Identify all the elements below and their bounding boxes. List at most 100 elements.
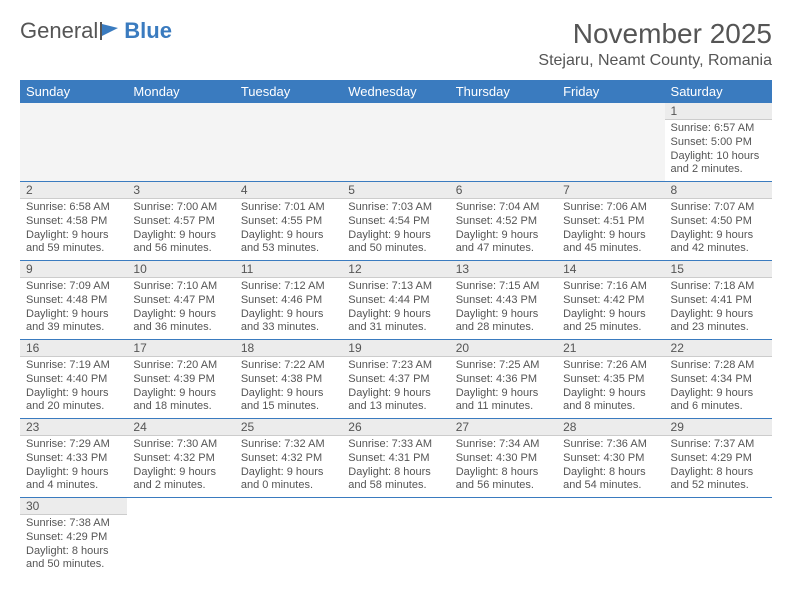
calendar-cell: 13Sunrise: 7:15 AMSunset: 4:43 PMDayligh… <box>450 261 557 340</box>
daylight-text: Daylight: 9 hours and 33 minutes. <box>241 308 336 336</box>
day-number: 23 <box>20 419 127 436</box>
calendar-cell <box>127 103 234 182</box>
calendar-row: 30Sunrise: 7:38 AMSunset: 4:29 PMDayligh… <box>20 498 772 577</box>
sunset-text: Sunset: 4:58 PM <box>26 215 121 229</box>
sunrise-text: Sunrise: 7:29 AM <box>26 438 121 452</box>
calendar-cell: 10Sunrise: 7:10 AMSunset: 4:47 PMDayligh… <box>127 261 234 340</box>
day-content: Sunrise: 7:36 AMSunset: 4:30 PMDaylight:… <box>557 436 664 497</box>
calendar-cell: 24Sunrise: 7:30 AMSunset: 4:32 PMDayligh… <box>127 419 234 498</box>
daylight-text: Daylight: 10 hours and 2 minutes. <box>671 150 766 178</box>
daylight-text: Daylight: 9 hours and 6 minutes. <box>671 387 766 415</box>
col-thursday: Thursday <box>450 80 557 103</box>
day-content: Sunrise: 7:12 AMSunset: 4:46 PMDaylight:… <box>235 278 342 339</box>
day-content: Sunrise: 6:58 AMSunset: 4:58 PMDaylight:… <box>20 199 127 260</box>
header: General Blue November 2025 Stejaru, Neam… <box>20 18 772 70</box>
day-content: Sunrise: 7:25 AMSunset: 4:36 PMDaylight:… <box>450 357 557 418</box>
sunrise-text: Sunrise: 7:23 AM <box>348 359 443 373</box>
day-number: 18 <box>235 340 342 357</box>
day-content: Sunrise: 7:19 AMSunset: 4:40 PMDaylight:… <box>20 357 127 418</box>
sunset-text: Sunset: 4:38 PM <box>241 373 336 387</box>
calendar-row: 1Sunrise: 6:57 AMSunset: 5:00 PMDaylight… <box>20 103 772 182</box>
sunrise-text: Sunrise: 7:16 AM <box>563 280 658 294</box>
logo-text-general: General <box>20 18 98 44</box>
day-number: 11 <box>235 261 342 278</box>
calendar-cell <box>127 498 234 577</box>
sunset-text: Sunset: 4:35 PM <box>563 373 658 387</box>
sunrise-text: Sunrise: 7:00 AM <box>133 201 228 215</box>
calendar-cell: 6Sunrise: 7:04 AMSunset: 4:52 PMDaylight… <box>450 182 557 261</box>
calendar-cell: 8Sunrise: 7:07 AMSunset: 4:50 PMDaylight… <box>665 182 772 261</box>
day-content: Sunrise: 7:18 AMSunset: 4:41 PMDaylight:… <box>665 278 772 339</box>
sunrise-text: Sunrise: 7:15 AM <box>456 280 551 294</box>
day-number: 20 <box>450 340 557 357</box>
day-number: 19 <box>342 340 449 357</box>
sunset-text: Sunset: 4:37 PM <box>348 373 443 387</box>
calendar-cell: 15Sunrise: 7:18 AMSunset: 4:41 PMDayligh… <box>665 261 772 340</box>
day-content: Sunrise: 7:06 AMSunset: 4:51 PMDaylight:… <box>557 199 664 260</box>
day-content: Sunrise: 7:09 AMSunset: 4:48 PMDaylight:… <box>20 278 127 339</box>
calendar-cell: 12Sunrise: 7:13 AMSunset: 4:44 PMDayligh… <box>342 261 449 340</box>
day-number: 10 <box>127 261 234 278</box>
day-number: 29 <box>665 419 772 436</box>
daylight-text: Daylight: 9 hours and 0 minutes. <box>241 466 336 494</box>
sunrise-text: Sunrise: 7:06 AM <box>563 201 658 215</box>
calendar-cell: 22Sunrise: 7:28 AMSunset: 4:34 PMDayligh… <box>665 340 772 419</box>
page-title: November 2025 <box>538 18 772 50</box>
sunrise-text: Sunrise: 7:20 AM <box>133 359 228 373</box>
sunset-text: Sunset: 4:47 PM <box>133 294 228 308</box>
sunrise-text: Sunrise: 7:32 AM <box>241 438 336 452</box>
weekday-header-row: Sunday Monday Tuesday Wednesday Thursday… <box>20 80 772 103</box>
calendar-cell: 25Sunrise: 7:32 AMSunset: 4:32 PMDayligh… <box>235 419 342 498</box>
calendar-cell <box>20 103 127 182</box>
sunrise-text: Sunrise: 6:57 AM <box>671 122 766 136</box>
sunrise-text: Sunrise: 7:22 AM <box>241 359 336 373</box>
daylight-text: Daylight: 9 hours and 56 minutes. <box>133 229 228 257</box>
calendar-cell: 17Sunrise: 7:20 AMSunset: 4:39 PMDayligh… <box>127 340 234 419</box>
day-content: Sunrise: 7:13 AMSunset: 4:44 PMDaylight:… <box>342 278 449 339</box>
sunset-text: Sunset: 4:34 PM <box>671 373 766 387</box>
day-content: Sunrise: 7:07 AMSunset: 4:50 PMDaylight:… <box>665 199 772 260</box>
day-number: 12 <box>342 261 449 278</box>
sunrise-text: Sunrise: 7:26 AM <box>563 359 658 373</box>
sunrise-text: Sunrise: 7:38 AM <box>26 517 121 531</box>
sunrise-text: Sunrise: 7:19 AM <box>26 359 121 373</box>
sunrise-text: Sunrise: 7:28 AM <box>671 359 766 373</box>
daylight-text: Daylight: 8 hours and 54 minutes. <box>563 466 658 494</box>
calendar-cell: 20Sunrise: 7:25 AMSunset: 4:36 PMDayligh… <box>450 340 557 419</box>
daylight-text: Daylight: 8 hours and 50 minutes. <box>26 545 121 573</box>
day-content: Sunrise: 7:04 AMSunset: 4:52 PMDaylight:… <box>450 199 557 260</box>
day-number: 27 <box>450 419 557 436</box>
calendar-row: 2Sunrise: 6:58 AMSunset: 4:58 PMDaylight… <box>20 182 772 261</box>
sunset-text: Sunset: 4:48 PM <box>26 294 121 308</box>
day-number: 25 <box>235 419 342 436</box>
day-number: 14 <box>557 261 664 278</box>
day-content: Sunrise: 7:32 AMSunset: 4:32 PMDaylight:… <box>235 436 342 497</box>
sunset-text: Sunset: 4:44 PM <box>348 294 443 308</box>
daylight-text: Daylight: 9 hours and 50 minutes. <box>348 229 443 257</box>
day-number: 22 <box>665 340 772 357</box>
daylight-text: Daylight: 9 hours and 18 minutes. <box>133 387 228 415</box>
daylight-text: Daylight: 9 hours and 23 minutes. <box>671 308 766 336</box>
day-content: Sunrise: 7:23 AMSunset: 4:37 PMDaylight:… <box>342 357 449 418</box>
daylight-text: Daylight: 9 hours and 39 minutes. <box>26 308 121 336</box>
calendar-cell <box>235 498 342 577</box>
calendar-row: 9Sunrise: 7:09 AMSunset: 4:48 PMDaylight… <box>20 261 772 340</box>
sunset-text: Sunset: 4:32 PM <box>241 452 336 466</box>
calendar-cell: 30Sunrise: 7:38 AMSunset: 4:29 PMDayligh… <box>20 498 127 577</box>
logo: General Blue <box>20 18 172 44</box>
daylight-text: Daylight: 9 hours and 15 minutes. <box>241 387 336 415</box>
day-content: Sunrise: 7:28 AMSunset: 4:34 PMDaylight:… <box>665 357 772 418</box>
calendar-cell: 1Sunrise: 6:57 AMSunset: 5:00 PMDaylight… <box>665 103 772 182</box>
calendar-cell: 18 Sunrise: 7:22 AMSunset: 4:38 PMDayligh… <box>235 340 342 419</box>
day-number: 3 <box>127 182 234 199</box>
day-content: Sunrise: 7:37 AMSunset: 4:29 PMDaylight:… <box>665 436 772 497</box>
calendar-cell: 14Sunrise: 7:16 AMSunset: 4:42 PMDayligh… <box>557 261 664 340</box>
day-number: 15 <box>665 261 772 278</box>
calendar-cell <box>557 103 664 182</box>
day-number: 7 <box>557 182 664 199</box>
calendar-cell <box>235 103 342 182</box>
sunrise-text: Sunrise: 7:01 AM <box>241 201 336 215</box>
day-number: 28 <box>557 419 664 436</box>
day-number: 17 <box>127 340 234 357</box>
calendar-cell <box>450 498 557 577</box>
